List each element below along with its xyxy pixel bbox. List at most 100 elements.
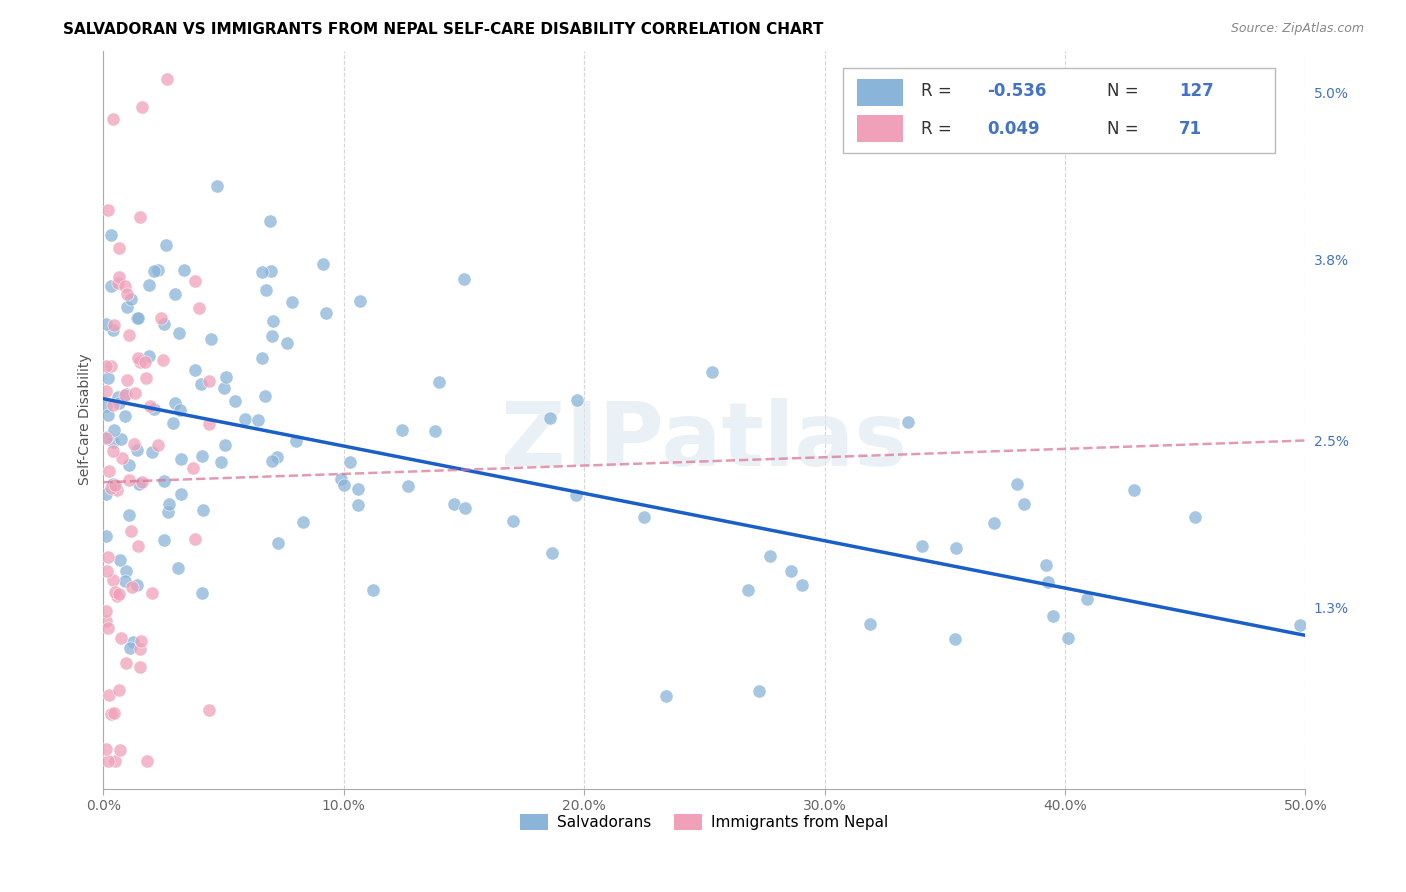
Point (281, 295, 304, 310)
Point (125, 311, 148, 326)
Point (139, 399, 162, 413)
Point (267, 536, 290, 550)
Point (108, 270, 131, 285)
Bar (858, 78, 903, 106)
Point (173, 263, 195, 277)
Point (94, 487, 117, 501)
Point (120, 641, 142, 656)
Text: 0.049: 0.049 (987, 120, 1039, 137)
Point (1035, 558, 1057, 573)
Point (120, 524, 142, 539)
Point (143, 264, 166, 278)
Point (96, 529, 118, 543)
Point (103, 754, 125, 768)
Point (1014, 497, 1036, 511)
Point (103, 398, 125, 412)
Point (117, 373, 139, 387)
Point (108, 683, 131, 698)
Point (122, 635, 145, 649)
Point (105, 589, 128, 603)
Point (107, 390, 129, 404)
Point (292, 515, 315, 529)
Point (655, 690, 678, 704)
Point (260, 264, 283, 278)
Point (329, 473, 352, 487)
Point (315, 306, 337, 320)
Point (100, 279, 122, 293)
Point (198, 417, 221, 431)
Text: N =: N = (1107, 82, 1144, 101)
Point (94, 431, 117, 445)
Point (108, 586, 131, 600)
Point (138, 278, 160, 293)
Point (114, 574, 136, 589)
Point (1038, 575, 1060, 590)
Point (94, 614, 117, 628)
Point (565, 392, 588, 407)
Point (127, 351, 149, 365)
Point (157, 497, 180, 511)
Point (107, 277, 129, 291)
Point (155, 238, 177, 252)
Point (141, 444, 163, 458)
Point (97, 754, 120, 768)
Point (155, 71, 177, 86)
Point (110, 631, 132, 645)
Point (128, 476, 150, 491)
Point (129, 660, 152, 674)
Point (103, 706, 125, 720)
Point (122, 437, 145, 451)
Point (163, 287, 186, 301)
Text: N =: N = (1107, 120, 1144, 137)
Point (146, 437, 169, 451)
Point (983, 516, 1005, 530)
Point (181, 461, 204, 475)
Point (128, 355, 150, 369)
Point (97, 202, 120, 217)
Point (117, 300, 139, 314)
Point (945, 541, 967, 556)
Point (285, 434, 308, 448)
Point (146, 262, 169, 277)
Point (233, 411, 256, 425)
Point (101, 476, 124, 491)
Point (97, 620, 120, 634)
Point (943, 632, 966, 647)
Point (104, 478, 127, 492)
Point (312, 257, 335, 271)
Point (1057, 631, 1080, 645)
Point (115, 286, 138, 301)
Point (129, 210, 152, 224)
Point (101, 573, 124, 587)
Text: SALVADORAN VS IMMIGRANTS FROM NEPAL SELF-CARE DISABILITY CORRELATION CHART: SALVADORAN VS IMMIGRANTS FROM NEPAL SELF… (63, 22, 824, 37)
Point (127, 310, 149, 325)
Point (153, 317, 176, 331)
Point (779, 564, 801, 578)
Point (1184, 510, 1206, 524)
Point (114, 388, 136, 402)
Point (1005, 477, 1028, 491)
Point (103, 318, 125, 333)
Point (118, 473, 141, 487)
Point (1289, 617, 1312, 632)
Text: -0.536: -0.536 (987, 82, 1046, 101)
Point (118, 458, 141, 472)
Point (184, 363, 207, 377)
Point (96, 430, 118, 444)
Point (250, 265, 273, 279)
Point (169, 403, 191, 417)
Y-axis label: Self-Care Disability: Self-Care Disability (79, 354, 93, 485)
Point (131, 475, 153, 490)
Point (167, 561, 190, 575)
Point (101, 112, 124, 127)
Point (124, 385, 146, 400)
Point (214, 382, 236, 396)
Point (259, 214, 281, 228)
Point (131, 100, 153, 114)
Point (170, 487, 193, 501)
Point (101, 323, 124, 337)
Point (191, 503, 214, 517)
Point (111, 450, 134, 465)
Point (748, 684, 770, 698)
Point (427, 376, 450, 390)
